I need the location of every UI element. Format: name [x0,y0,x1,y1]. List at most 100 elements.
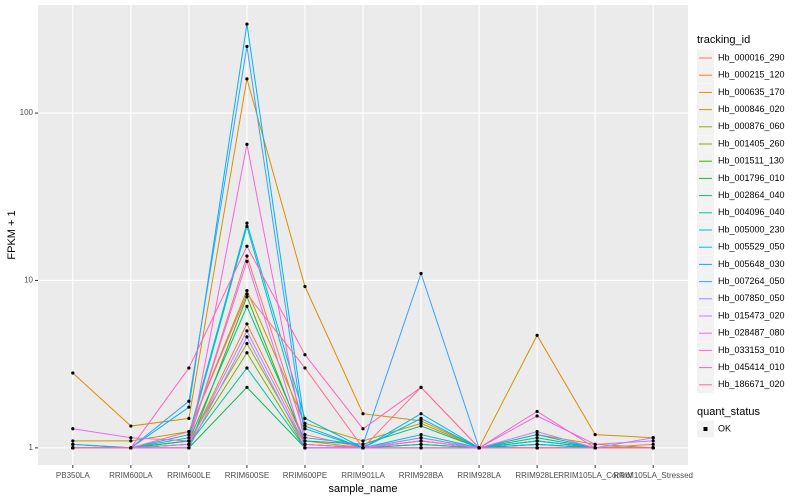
point [419,419,423,423]
point [303,284,307,289]
point [245,77,249,81]
legend-label: Hb_005000_230 [718,224,785,234]
point [71,442,75,446]
legend-label: Hb_007850_050 [718,293,785,303]
point [245,288,249,293]
point [245,335,249,339]
legend-label: Hb_000635_170 [718,87,785,97]
point [245,142,249,146]
x-tick-label: RRIM928BA [399,471,444,480]
point [593,442,597,446]
point [129,446,133,450]
point [245,259,249,263]
point [129,439,133,443]
point [303,421,307,425]
legend-label: Hb_028487_080 [718,328,785,338]
point [245,254,249,258]
point [361,439,365,443]
point [303,366,307,370]
point [361,442,365,446]
x-tick-label: RRIM901LA [341,471,385,480]
point [535,446,539,450]
x-tick-label: RRIM600LE [167,471,211,480]
legend-label: Hb_005648_030 [718,259,785,269]
point [245,244,249,248]
point [535,442,539,446]
point [651,442,655,446]
point [535,439,539,443]
x-tick-label: RRIM105LA_Control [558,471,632,480]
point [187,416,191,420]
point [419,416,423,420]
x-tick-label: RRIM600PE [283,471,327,480]
point [303,424,307,428]
x-tick-label: RRIM600LA [109,471,153,480]
point [419,424,423,428]
point [477,446,481,450]
legend-label: Hb_004096_040 [718,207,785,217]
y-tick-label: 1 [29,443,34,452]
point [245,224,249,229]
point [71,427,75,431]
point [187,433,191,437]
point [71,371,75,375]
point [245,385,249,389]
point [303,446,307,450]
point [245,341,249,346]
point [303,353,307,357]
point [187,446,191,450]
point [419,442,423,446]
legend-label: Hb_001405_260 [718,138,785,148]
x-tick-label: RRIM600SE [225,471,269,480]
legend-label: Hb_001796_010 [718,173,785,183]
point [245,329,249,333]
point [187,399,191,403]
point [303,439,307,443]
point [535,333,539,337]
x-tick-label: RRIM105LA_Stressed [613,471,693,480]
point [535,433,539,437]
point [361,446,365,450]
x-tick-label: RRIM928LE [515,471,559,480]
point [187,366,191,370]
point [129,436,133,440]
legend-shape [703,427,708,431]
point [419,412,423,416]
y-axis-label: FPKM + 1 [6,210,18,259]
x-axis-label: sample_name [328,483,397,495]
point [361,427,365,431]
point [245,351,249,355]
legend-label: Hb_000846_020 [718,104,785,114]
point [303,427,307,431]
point [535,414,539,418]
point [245,295,249,299]
point [245,292,249,296]
legend-label: Hb_005529_050 [718,242,785,252]
point [535,436,539,440]
legend-label: Hb_015473_020 [718,310,785,320]
point [361,412,365,416]
point [245,221,249,225]
point [187,442,191,446]
legend-title: tracking_id [697,34,750,46]
point [419,421,423,425]
legend-label: Hb_007264_050 [718,276,785,286]
point [71,446,75,450]
y-tick-label: 10 [24,276,33,285]
point [129,424,133,428]
legend-label: Hb_000215_120 [718,70,785,80]
point [593,433,597,437]
legend-label: Hb_045414_010 [718,362,785,372]
point [187,405,191,409]
shape-legend-title: quant_status [697,406,760,418]
point [535,430,539,434]
point [651,436,655,440]
point [419,271,423,276]
point [419,446,423,450]
legend-label: OK [718,423,731,433]
y-tick-label: 100 [20,108,34,117]
point [245,22,249,26]
point [187,439,191,443]
point [651,439,655,443]
